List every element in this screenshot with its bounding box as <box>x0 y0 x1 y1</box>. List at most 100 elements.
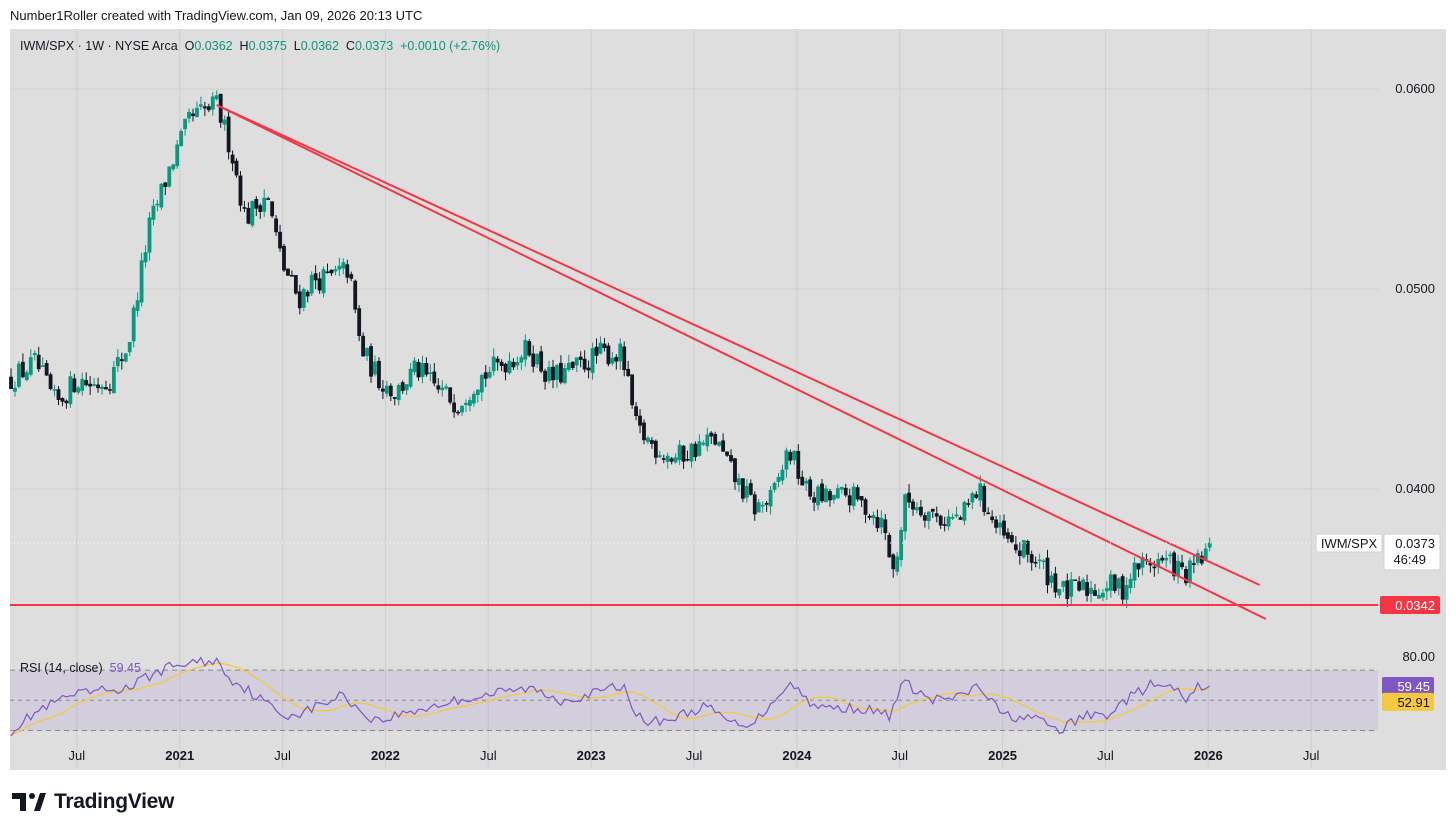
candle <box>950 513 955 521</box>
candle <box>195 101 199 118</box>
candle <box>1140 552 1145 576</box>
tradingview-logo-icon <box>12 793 46 811</box>
candle-body <box>420 363 425 377</box>
candle-body <box>183 118 187 130</box>
price-legend: IWM/SPX · 1W · NYSE Arca O0.0362 H0.0375… <box>20 39 500 53</box>
candle-body <box>776 476 781 482</box>
candle-body <box>733 458 737 483</box>
chart-frame[interactable] <box>10 29 1446 770</box>
candle-body <box>855 487 860 500</box>
candle <box>804 478 809 491</box>
tradingview-logo[interactable]: TradingView <box>12 790 174 814</box>
candle-body <box>349 274 354 279</box>
candle-body <box>926 511 931 522</box>
candle <box>202 101 207 117</box>
time-tick-label: Jul <box>69 748 86 763</box>
candle <box>701 440 706 447</box>
candle <box>36 346 41 372</box>
candle <box>1037 553 1042 570</box>
candle-body <box>1045 557 1050 586</box>
candle <box>551 359 555 389</box>
candle-body <box>76 387 81 393</box>
candle <box>353 279 358 314</box>
time-tick-label: 2022 <box>371 748 400 763</box>
candle <box>111 361 116 394</box>
candle <box>1013 536 1018 554</box>
candle-body <box>1010 535 1014 543</box>
candle <box>673 453 678 464</box>
candle-body <box>717 441 722 446</box>
candle <box>392 397 397 406</box>
candle <box>13 381 17 397</box>
candle-body <box>555 365 559 380</box>
candle <box>907 484 911 508</box>
candle <box>119 352 124 370</box>
candle <box>349 271 354 282</box>
candle-body <box>820 483 824 502</box>
candle-body <box>535 353 540 365</box>
rsi-legend: RSI (14, close) 59.45 <box>20 661 141 675</box>
candle <box>1184 566 1188 586</box>
candle <box>40 357 45 367</box>
grid-lines <box>10 29 1378 768</box>
candle-body <box>831 494 836 500</box>
rsi-legend-label[interactable]: RSI (14, close) <box>20 661 103 675</box>
candle-body <box>1160 557 1165 561</box>
candle <box>677 439 682 465</box>
candle <box>96 377 100 393</box>
candle-body <box>808 479 813 497</box>
candle-body <box>1002 520 1006 536</box>
time-tick-label: Jul <box>480 748 497 763</box>
candle-body <box>68 376 73 405</box>
candle-body <box>792 450 797 461</box>
candle-body <box>784 450 789 470</box>
candle <box>515 356 520 370</box>
candle-body <box>305 291 310 297</box>
candle-body <box>44 363 49 376</box>
candle-body <box>345 264 350 278</box>
candle-body <box>946 516 951 527</box>
candle <box>879 510 884 535</box>
candle <box>863 497 868 524</box>
candle <box>697 434 702 457</box>
candle <box>693 441 698 462</box>
candle <box>108 383 112 395</box>
legend-symbol[interactable]: IWM/SPX · 1W · NYSE Arca <box>20 39 178 53</box>
candle-body <box>40 365 45 367</box>
candle-body <box>891 554 896 570</box>
candle <box>226 110 231 160</box>
candle <box>1124 577 1129 608</box>
candle-body <box>903 494 907 532</box>
candle <box>1025 539 1030 563</box>
candle <box>911 498 915 516</box>
candle-body <box>697 441 702 456</box>
candle <box>297 284 302 315</box>
candle-body <box>566 362 571 370</box>
candle <box>1057 588 1062 599</box>
candle <box>266 196 271 200</box>
candle-body <box>329 269 334 274</box>
candle-body <box>1168 554 1173 557</box>
rsi-ma-badge <box>1382 692 1434 711</box>
candle-body <box>503 363 508 373</box>
candle-body <box>80 378 85 391</box>
candle <box>250 200 255 228</box>
candle <box>44 360 49 377</box>
candle <box>574 357 579 373</box>
candle-body <box>475 389 480 396</box>
candle <box>321 266 326 298</box>
candle <box>301 287 306 312</box>
candle <box>606 342 611 367</box>
candle <box>365 347 369 361</box>
candle-body <box>657 455 662 458</box>
candle-body <box>547 367 551 382</box>
time-tick-label: Jul <box>891 748 908 763</box>
candle-body <box>673 457 678 463</box>
candle <box>772 481 777 493</box>
candle <box>954 506 959 518</box>
candle <box>646 435 650 445</box>
candle <box>155 199 160 212</box>
candle <box>92 378 97 387</box>
candle <box>491 348 496 376</box>
